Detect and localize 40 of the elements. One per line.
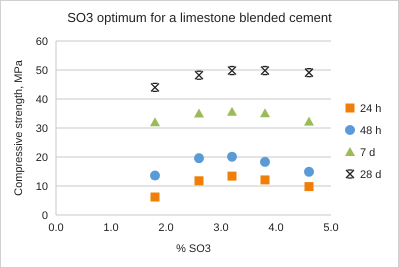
point — [304, 116, 314, 126]
point — [150, 117, 160, 126]
point — [150, 192, 160, 202]
x-tick-label: 0.0 — [48, 222, 64, 234]
y-tick-label: 10 — [36, 180, 48, 193]
point — [227, 66, 237, 76]
x-tick-label: 3.0 — [213, 222, 229, 234]
x-tick-label: 5.0 — [323, 222, 339, 234]
point — [150, 170, 160, 181]
point — [194, 70, 204, 80]
y-axis-title: Compressive strength, MPa — [13, 59, 25, 196]
point — [304, 166, 314, 177]
point — [194, 108, 204, 118]
point — [194, 153, 204, 164]
point — [227, 106, 237, 116]
y-tick-label: 40 — [36, 94, 48, 106]
point — [194, 176, 204, 186]
y-tick-label: 0 — [42, 210, 48, 222]
y-tick-label: 60 — [36, 36, 48, 48]
y-tick-label: 20 — [36, 152, 48, 164]
point — [260, 175, 270, 184]
point — [227, 152, 237, 162]
legend-label: 28 d — [360, 168, 382, 181]
point — [260, 156, 270, 167]
point — [260, 108, 270, 118]
point — [304, 68, 314, 78]
x-tick-label: 1.0 — [103, 222, 119, 234]
legend-label: 48 h — [360, 124, 382, 137]
point — [304, 182, 314, 192]
y-tick-label: 30 — [36, 122, 48, 135]
legend-label: 7 d — [360, 146, 376, 159]
y-tick-label: 50 — [36, 64, 48, 77]
legend-label: 24 h — [360, 102, 382, 115]
point — [150, 82, 160, 92]
point — [260, 66, 270, 76]
point — [228, 172, 236, 181]
x-tick-label: 2.0 — [158, 222, 174, 234]
chart-title: SO3 optimum for a limestone blended cement — [67, 10, 332, 25]
x-axis-title: % SO3 — [176, 243, 211, 255]
x-tick-label: 4.0 — [268, 222, 284, 234]
